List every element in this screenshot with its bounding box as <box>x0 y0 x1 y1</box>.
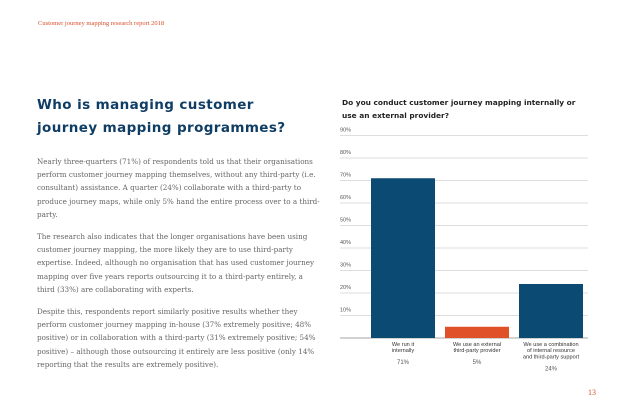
y-tick-label: 80% <box>340 150 351 156</box>
page-number: 13 <box>588 388 596 397</box>
bar <box>371 178 435 338</box>
y-tick-label: 20% <box>340 285 351 291</box>
y-tick-label: 10% <box>340 308 351 314</box>
value-label: 5% <box>473 360 482 366</box>
y-tick-label: 50% <box>340 218 351 224</box>
bar <box>519 284 583 338</box>
paragraph-2: The research also indicates that the lon… <box>37 232 315 294</box>
value-label: 71% <box>397 360 410 366</box>
bar-chart: 10% 20% 30% 40% 50% 60% 70% 80% 90% We run it inte… <box>340 128 588 372</box>
category-label: We use an external third-party provider <box>453 342 501 354</box>
section-title: Who is managing customer journey mapping… <box>37 97 286 136</box>
paragraph-3: Despite this, respondents report similar… <box>37 307 316 369</box>
paragraph-1: Nearly three-quarters (71%) of responden… <box>37 157 320 219</box>
body-text: Nearly three-quarters (71%) of responden… <box>37 155 322 380</box>
y-tick-label: 60% <box>340 195 351 201</box>
category-label: We use a combination of internal resource… <box>523 342 580 360</box>
category-label: We run it internally <box>392 342 415 354</box>
running-header: Customer journey mapping research report… <box>38 20 165 27</box>
y-tick-label: 90% <box>340 128 351 134</box>
bar <box>445 326 509 338</box>
chart-title: Do you conduct customer journey mapping … <box>342 98 576 120</box>
y-tick-label: 70% <box>340 173 351 179</box>
value-label: 24% <box>545 366 558 372</box>
y-tick-label: 30% <box>340 263 351 269</box>
y-tick-label: 40% <box>340 240 351 246</box>
